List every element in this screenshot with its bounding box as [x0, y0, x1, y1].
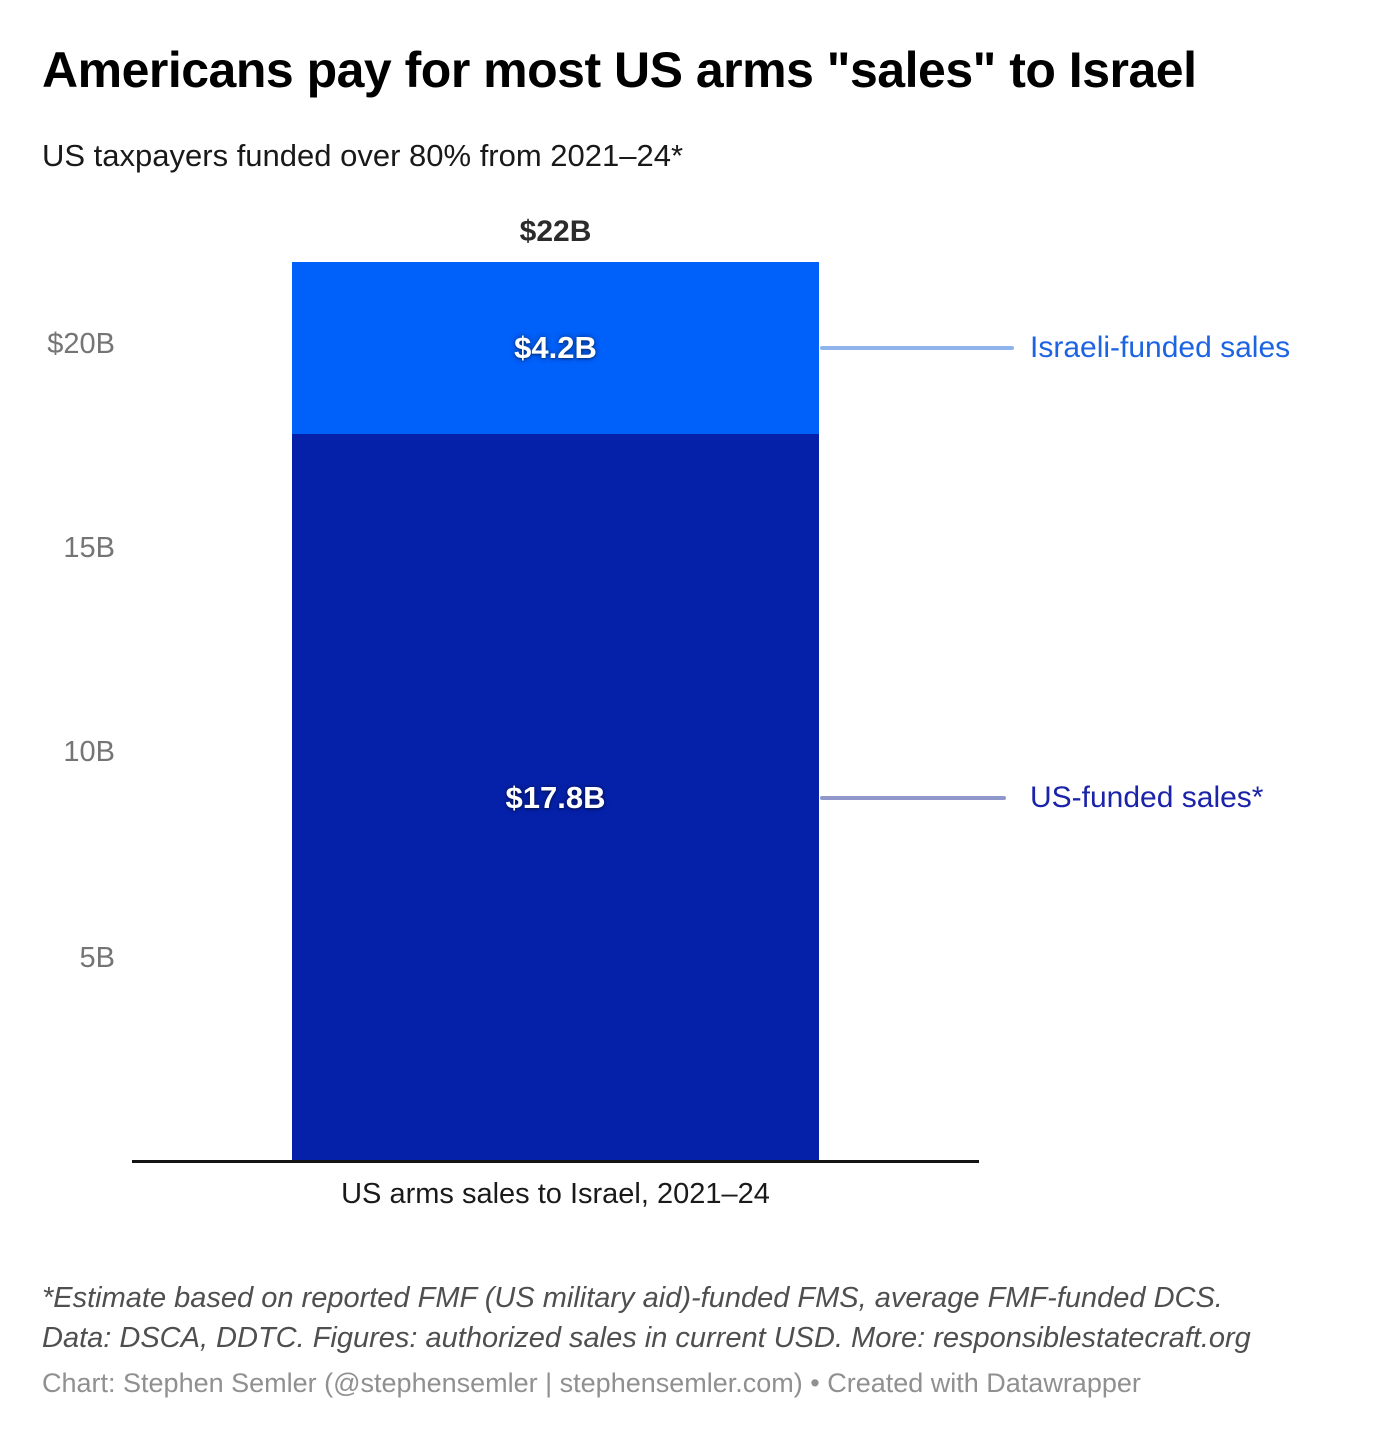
- y-tick-5b: 5B: [79, 942, 115, 974]
- footnote-line-2: Data: DSCA, DDTC. Figures: authorized sa…: [42, 1322, 1251, 1354]
- y-tick-20b: $20B: [47, 328, 115, 360]
- chart-title: Americans pay for most US arms "sales" t…: [42, 42, 1197, 98]
- israeli-funded-value-label: $4.2B: [514, 330, 597, 365]
- x-axis-category-label: US arms sales to Israel, 2021–24: [341, 1178, 770, 1210]
- us-funded-annotation-label: US-funded sales*: [1030, 781, 1264, 814]
- israeli-funded-connector-line: [820, 346, 1014, 350]
- chart-subtitle: US taxpayers funded over 80% from 2021–2…: [42, 138, 684, 173]
- y-tick-15b: 15B: [63, 532, 115, 564]
- y-tick-10b: 10B: [63, 736, 115, 768]
- stacked-bar: $4.2B $17.8B: [292, 262, 819, 1162]
- bar-segment-israeli-funded: $4.2B: [292, 262, 819, 434]
- israeli-funded-annotation-label: Israeli-funded sales: [1030, 331, 1291, 364]
- us-funded-connector-line: [820, 796, 1006, 800]
- credit-line: Chart: Stephen Semler (@stephensemler | …: [42, 1368, 1141, 1398]
- footnote-line-1: *Estimate based on reported FMF (US mili…: [42, 1282, 1223, 1314]
- us-funded-value-label: $17.8B: [505, 780, 606, 815]
- bar-segment-us-funded: $17.8B: [292, 434, 819, 1162]
- x-axis-baseline: [132, 1160, 979, 1163]
- bar-total-label: $22B: [519, 215, 592, 248]
